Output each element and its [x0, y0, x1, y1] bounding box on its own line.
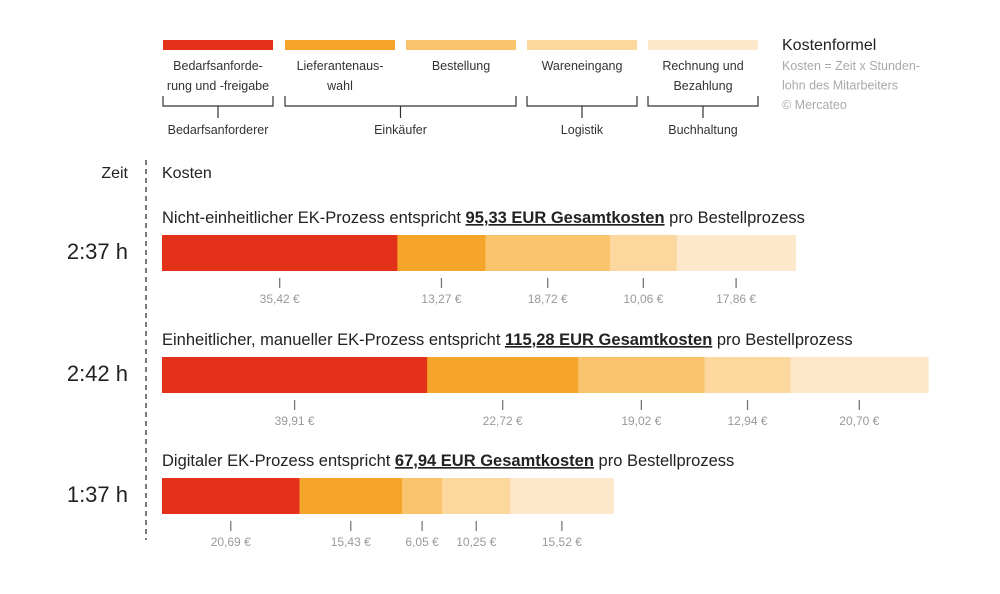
row-title-suffix: pro Bestellprozess: [712, 331, 852, 349]
bar-segment: [442, 478, 511, 514]
bar-segment: [485, 235, 611, 271]
group-bracket: [647, 96, 759, 118]
row-title-suffix: pro Bestellprozess: [594, 452, 734, 470]
value-label: 10,25 €: [456, 535, 496, 549]
legend-label: Wareneingang: [542, 59, 623, 73]
group-label: Einkäufer: [374, 123, 427, 137]
row-title: Digitaler EK-Prozess entspricht 67,94 EU…: [162, 452, 734, 470]
value-label: 22,72 €: [483, 414, 523, 428]
value-label: 6,05 €: [405, 535, 439, 549]
formula-title: Kostenformel: [782, 37, 876, 54]
row-time: 2:42 h: [67, 361, 128, 386]
bar-segment: [397, 235, 487, 271]
value-label: 20,69 €: [211, 535, 251, 549]
formula-line: lohn des Mitarbeiters: [782, 79, 898, 93]
row-title-suffix: pro Bestellprozess: [665, 209, 805, 227]
bar-segment: [510, 478, 614, 514]
cost-formula: Kostenformel Kosten = Zeit x Stunden-lohn…: [782, 37, 920, 112]
legend-label: Lieferantenaus-: [297, 59, 384, 73]
legend-swatch: [527, 40, 637, 50]
value-label: 17,86 €: [716, 292, 756, 306]
value-label: 35,42 €: [260, 292, 300, 306]
group-bracket: [526, 96, 638, 118]
group-label: Bedarfsanforderer: [168, 123, 269, 137]
row-title-prefix: Einheitlicher, manueller EK-Prozess ents…: [162, 331, 505, 349]
cost-header: Kosten: [162, 165, 212, 182]
bar-segment: [609, 235, 678, 271]
value-label: 10,06 €: [623, 292, 663, 306]
group-bracket: [284, 96, 517, 118]
value-label: 15,43 €: [331, 535, 371, 549]
value-label: 39,91 €: [275, 414, 315, 428]
legend-label: Bedarfsanforde-: [173, 59, 263, 73]
bar-segment: [704, 357, 792, 393]
row-title-prefix: Digitaler EK-Prozess entspricht: [162, 452, 395, 470]
legend-swatch: [406, 40, 516, 50]
bar-row: Digitaler EK-Prozess entspricht 67,94 EU…: [67, 452, 734, 549]
row-title: Einheitlicher, manueller EK-Prozess ents…: [162, 331, 853, 349]
group-label: Buchhaltung: [668, 123, 738, 137]
bar-segment: [402, 478, 443, 514]
legend-label: Rechnung und: [662, 59, 743, 73]
value-label: 20,70 €: [839, 414, 879, 428]
group-bracket: [162, 96, 274, 118]
bar-segment: [790, 357, 929, 393]
value-label: 12,94 €: [728, 414, 768, 428]
legend-swatch: [648, 40, 758, 50]
legend-label: wahl: [326, 79, 353, 93]
bar-segment: [162, 235, 398, 271]
group-label: Logistik: [561, 123, 604, 137]
formula-line: Kosten = Zeit x Stunden-: [782, 59, 920, 73]
row-time: 2:37 h: [67, 239, 128, 264]
row-total-cost: 115,28 EUR Gesamtkosten: [505, 331, 712, 349]
time-header: Zeit: [101, 165, 128, 182]
value-label: 15,52 €: [542, 535, 582, 549]
bar-segment: [162, 357, 428, 393]
bar-segment: [162, 478, 300, 514]
legend-label: Bezahlung: [673, 79, 732, 93]
row-total-cost: 67,94 EUR Gesamtkosten: [395, 452, 594, 470]
bar-segment: [578, 357, 706, 393]
bar-segment: [676, 235, 796, 271]
legend-label: rung und -freigabe: [167, 79, 269, 93]
bar-segment: [299, 478, 403, 514]
bar-row: Einheitlicher, manueller EK-Prozess ents…: [67, 331, 929, 428]
legend-swatch: [163, 40, 273, 50]
row-total-cost: 95,33 EUR Gesamtkosten: [466, 209, 665, 227]
bar-rows: Nicht-einheitlicher EK-Prozess entsprich…: [67, 209, 929, 549]
bar-segment: [427, 357, 579, 393]
row-title: Nicht-einheitlicher EK-Prozess entsprich…: [162, 209, 805, 227]
row-title-prefix: Nicht-einheitlicher EK-Prozess entsprich…: [162, 209, 466, 227]
value-label: 19,02 €: [621, 414, 661, 428]
value-label: 13,27 €: [421, 292, 461, 306]
formula-line: © Mercateo: [782, 98, 847, 112]
bar-row: Nicht-einheitlicher EK-Prozess entsprich…: [67, 209, 805, 306]
value-label: 18,72 €: [528, 292, 568, 306]
legend-swatch: [285, 40, 395, 50]
legend: Bedarfsanforde-rung und -freigabe Liefera…: [162, 40, 759, 137]
legend-label: Bestellung: [432, 59, 490, 73]
row-time: 1:37 h: [67, 482, 128, 507]
